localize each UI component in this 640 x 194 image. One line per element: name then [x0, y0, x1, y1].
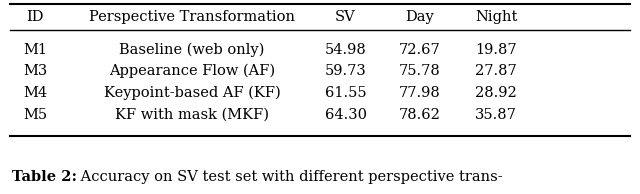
Text: Keypoint-based AF (KF): Keypoint-based AF (KF) [104, 86, 280, 100]
Text: M1: M1 [23, 43, 47, 57]
Text: 28.92: 28.92 [475, 86, 517, 100]
Text: Day: Day [405, 10, 433, 24]
Text: KF with mask (MKF): KF with mask (MKF) [115, 108, 269, 122]
Text: Baseline (web only): Baseline (web only) [119, 43, 265, 57]
Text: M4: M4 [23, 86, 47, 100]
Text: 77.98: 77.98 [398, 86, 440, 100]
Text: Perspective Transformation: Perspective Transformation [89, 10, 295, 24]
Text: Accuracy on SV test set with different perspective trans-: Accuracy on SV test set with different p… [76, 170, 502, 184]
Text: 75.78: 75.78 [398, 64, 440, 78]
Text: 61.55: 61.55 [324, 86, 367, 100]
Text: M3: M3 [23, 64, 47, 78]
Text: Appearance Flow (AF): Appearance Flow (AF) [109, 64, 275, 78]
Text: SV: SV [335, 10, 356, 24]
Text: M5: M5 [23, 108, 47, 122]
Text: 35.87: 35.87 [475, 108, 517, 122]
Text: ID: ID [26, 10, 44, 24]
Text: 19.87: 19.87 [475, 43, 517, 57]
Text: Table 2:: Table 2: [12, 170, 77, 184]
Text: Night: Night [475, 10, 517, 24]
Text: 54.98: 54.98 [324, 43, 367, 57]
Text: 72.67: 72.67 [398, 43, 440, 57]
Text: 59.73: 59.73 [324, 64, 367, 78]
Text: 64.30: 64.30 [324, 108, 367, 122]
Text: 27.87: 27.87 [475, 64, 517, 78]
Text: 78.62: 78.62 [398, 108, 440, 122]
